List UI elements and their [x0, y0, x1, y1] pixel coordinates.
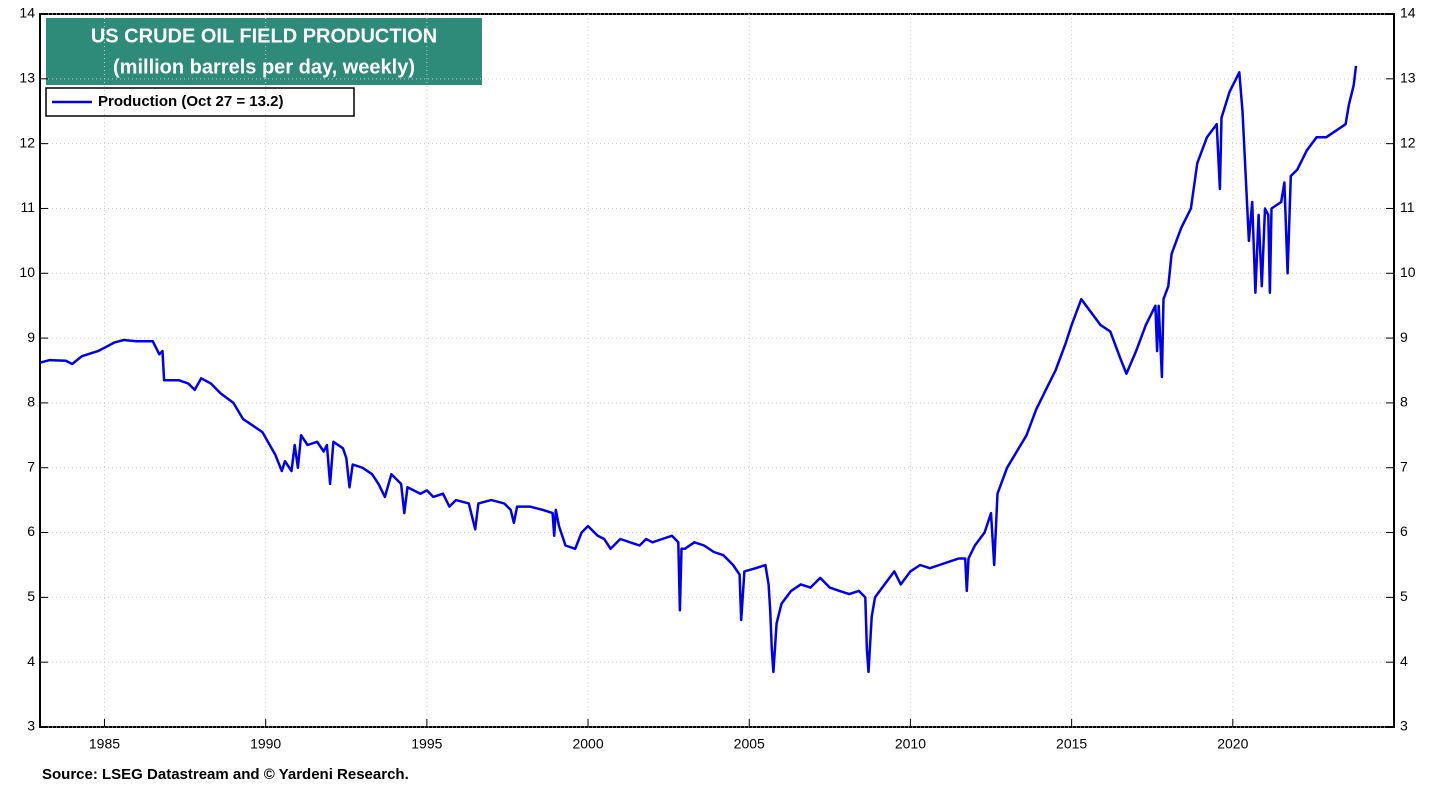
x-tick-label: 1995 — [411, 736, 442, 752]
y-tick-label: 5 — [27, 588, 35, 604]
y2-tick-label: 6 — [1400, 523, 1408, 539]
title-box — [46, 18, 482, 85]
y-tick-label: 10 — [19, 264, 35, 280]
y-tick-label: 11 — [20, 199, 35, 215]
y2-tick-label: 11 — [1400, 199, 1415, 215]
y-tick-label: 7 — [27, 458, 35, 474]
y-tick-label: 14 — [19, 5, 35, 21]
y2-tick-label: 9 — [1400, 329, 1408, 345]
y2-tick-label: 4 — [1400, 653, 1408, 669]
y2-tick-label: 10 — [1400, 264, 1416, 280]
x-tick-label: 2005 — [734, 736, 765, 752]
x-tick-label: 2010 — [895, 736, 926, 752]
source-note: Source: LSEG Datastream and © Yardeni Re… — [42, 766, 409, 783]
y-tick-label: 4 — [27, 653, 35, 669]
x-tick-label: 1990 — [250, 736, 281, 752]
y-tick-label: 3 — [27, 718, 35, 734]
legend-label: Production (Oct 27 = 13.2) — [98, 93, 283, 110]
x-tick-label: 2000 — [572, 736, 603, 752]
plot-frame — [39, 13, 1395, 728]
y-tick-label: 13 — [19, 70, 35, 86]
y-tick-label: 6 — [27, 523, 35, 539]
x-tick-label: 2020 — [1217, 736, 1248, 752]
data-line — [39, 65, 1358, 674]
y2-tick-label: 12 — [1400, 134, 1416, 150]
x-tick-label: 2015 — [1056, 736, 1087, 752]
y2-tick-label: 14 — [1400, 5, 1416, 21]
y2-tick-label: 5 — [1400, 588, 1408, 604]
chart-subtitle: (million barrels per day, weekly) — [113, 56, 415, 78]
chart-title: US CRUDE OIL FIELD PRODUCTION — [91, 25, 437, 47]
y2-tick-label: 3 — [1400, 718, 1408, 734]
y2-tick-label: 13 — [1400, 70, 1416, 86]
legend-box — [45, 87, 355, 117]
x-tick-label: 1985 — [89, 736, 120, 752]
y-tick-label: 9 — [27, 329, 35, 345]
y2-tick-label: 8 — [1400, 394, 1408, 410]
y-tick-label: 12 — [19, 134, 35, 150]
y-tick-label: 8 — [27, 394, 35, 410]
y2-tick-label: 7 — [1400, 458, 1408, 474]
